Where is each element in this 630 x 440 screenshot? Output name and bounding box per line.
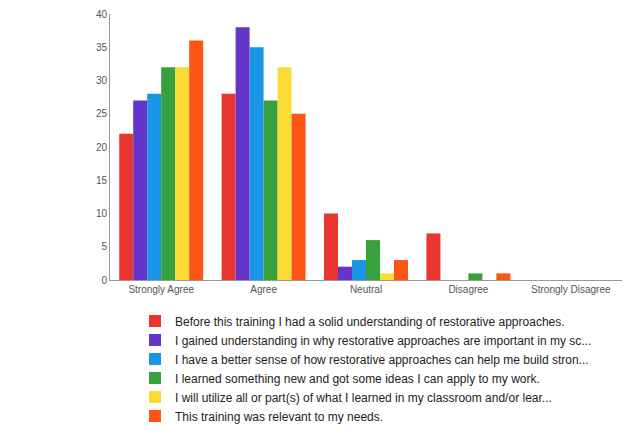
- svg-text:0: 0: [101, 275, 107, 286]
- svg-text:I gained understanding in why: I gained understanding in why restorativ…: [175, 334, 591, 348]
- svg-text:Agree: Agree: [250, 284, 277, 295]
- svg-text:35: 35: [96, 42, 108, 53]
- svg-text:25: 25: [96, 108, 108, 119]
- svg-text:I have a better sense of how r: I have a better sense of how restorative…: [175, 353, 589, 367]
- svg-text:Disagree: Disagree: [448, 284, 488, 295]
- svg-text:I will utilize all or part(s): I will utilize all or part(s) of what I …: [175, 391, 552, 405]
- svg-text:40: 40: [96, 9, 108, 20]
- svg-text:Before this training I had a s: Before this training I had a solid under…: [175, 315, 565, 329]
- svg-text:30: 30: [96, 75, 108, 86]
- svg-text:I learned something new and go: I learned something new and got some ide…: [175, 372, 540, 386]
- svg-text:This training was relevant to: This training was relevant to my needs.: [175, 410, 383, 424]
- svg-text:5: 5: [101, 241, 107, 252]
- svg-text:Strongly Disagree: Strongly Disagree: [531, 284, 611, 295]
- svg-text:Neutral: Neutral: [350, 284, 382, 295]
- svg-text:Strongly Agree: Strongly Agree: [128, 284, 194, 295]
- svg-text:15: 15: [96, 175, 108, 186]
- svg-text:10: 10: [96, 208, 108, 219]
- svg-text:20: 20: [96, 142, 108, 153]
